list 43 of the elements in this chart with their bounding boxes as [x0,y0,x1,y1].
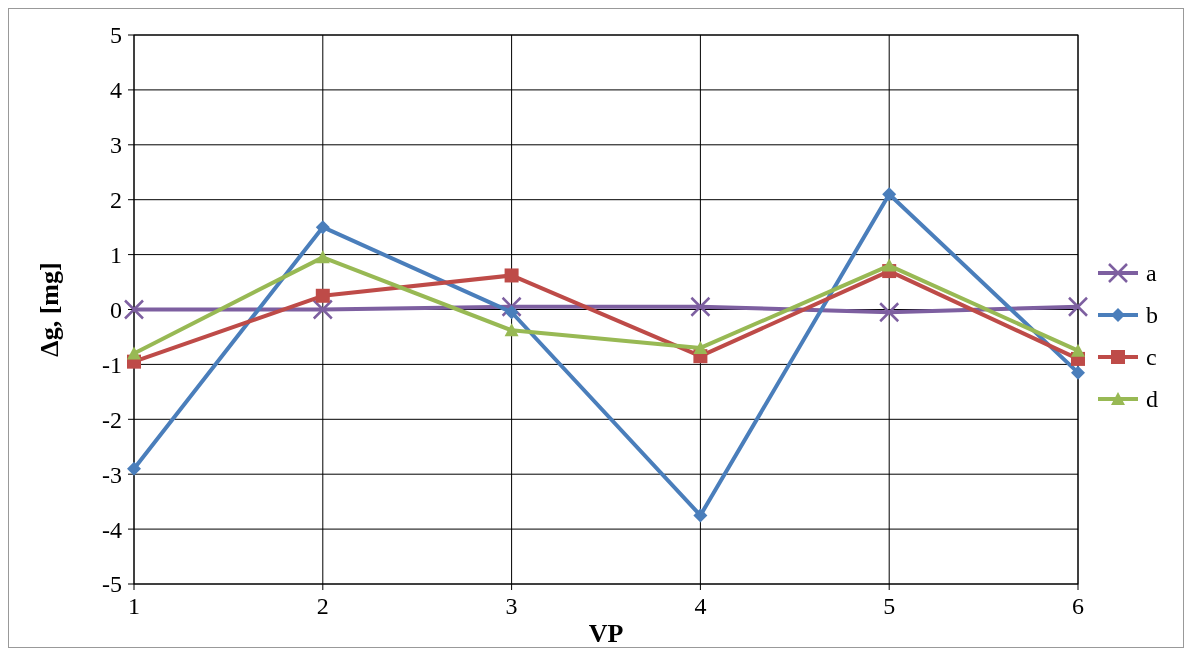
x-tick-label: 1 [128,593,140,619]
y-tick-label: 5 [110,22,122,49]
point [693,508,708,523]
y-axis-title: Δg, [mg] [35,262,64,357]
x-tick-label: 6 [1072,593,1084,619]
legend-label: b [1146,302,1158,329]
y-tick-label: -1 [102,351,122,378]
y-tick-label: -5 [102,571,122,598]
y-tick-label: 2 [110,187,122,214]
point [315,250,330,264]
y-tick-label: 4 [110,77,122,104]
point [504,268,519,283]
point [1071,343,1085,357]
legend-label: a [1146,260,1157,287]
point [127,346,141,360]
point [1071,365,1085,380]
point [315,220,330,235]
point [882,187,897,202]
y-tick-label: 0 [110,296,122,323]
x-axis-title: VP [588,619,624,648]
point [127,461,141,476]
point [882,258,897,272]
x-tick-label: 2 [316,593,329,619]
point [504,305,519,320]
point [693,340,708,354]
x-tick-label: 4 [694,593,707,619]
point [123,299,145,320]
y-tick-label: 3 [110,132,122,159]
y-tick-label: -2 [102,406,122,433]
point [878,302,900,323]
y-tick-label: -4 [102,516,122,543]
legend-label: c [1146,344,1157,371]
point [312,299,334,320]
y-tick-label: -3 [102,461,122,488]
legend-label: d [1146,386,1158,413]
point [504,323,519,337]
x-tick-label: 5 [883,593,896,619]
point [315,288,330,303]
point [1067,296,1089,318]
y-tick-label: 1 [110,242,122,268]
point [501,296,522,318]
x-tick-label: 3 [505,593,518,619]
point [690,296,711,318]
